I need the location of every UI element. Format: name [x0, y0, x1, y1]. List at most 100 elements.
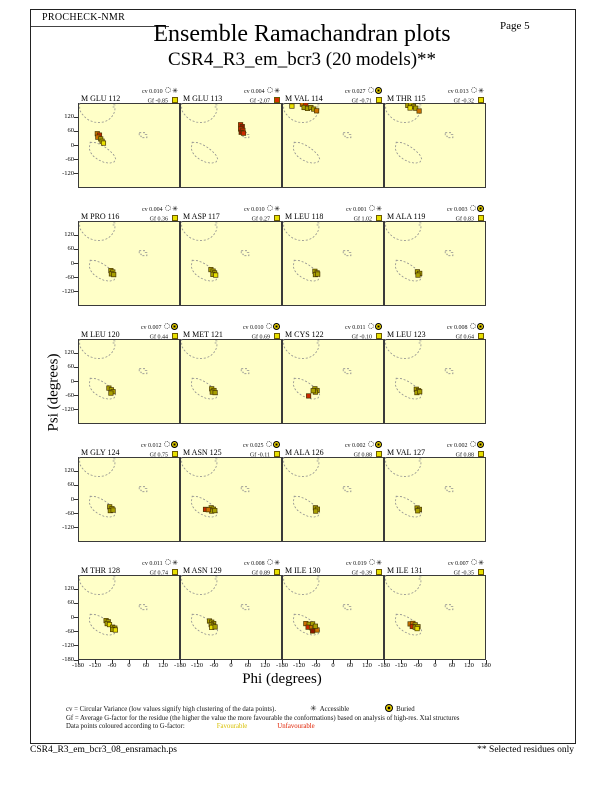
x-tick-mark [281, 660, 283, 664]
y-tick-mark [74, 263, 78, 264]
dotted-circle-icon [267, 559, 274, 565]
gf-square-icon [477, 332, 484, 339]
plot-header: M LEU 118 cv 0.001 ✳ Gf 1.02 [282, 205, 384, 222]
cv-value: cv 0.007 ✳ [447, 559, 484, 567]
gf-value: Gf -0.71 [345, 96, 382, 106]
gf-value: Gf -0.85 [142, 96, 178, 106]
legend-buried-label: Buried [396, 706, 415, 713]
plot-stats: cv 0.012 Gf 0.75 [141, 441, 178, 460]
gf-value: Gf 0.88 [447, 450, 484, 460]
gf-value: Gf -0.35 [448, 568, 484, 578]
y-tick-mark [74, 159, 78, 161]
y-tick-label: 0 [70, 377, 74, 385]
ramachandran-canvas [384, 102, 486, 188]
residue-label: M ASP 117 [183, 212, 220, 221]
gf-square-icon [477, 96, 484, 103]
residue-label: M LEU 123 [387, 330, 426, 339]
dotted-circle-icon [266, 323, 272, 329]
residue-label: M THR 115 [387, 94, 426, 103]
plot-stats: cv 0.010 ✳ Gf 0.27 [244, 205, 280, 224]
x-tick-mark [383, 660, 385, 664]
dotted-circle-icon [368, 323, 374, 329]
x-tick-mark [315, 660, 317, 664]
plot-m-leu-123: M LEU 123 cv 0.008 Gf 0.64 [384, 323, 486, 424]
ramachandran-canvas [78, 457, 180, 542]
ramachandran-canvas [180, 339, 282, 424]
x-tick-label: 180 [481, 662, 491, 669]
x-tick-label: 60 [448, 662, 456, 669]
gf-square-icon [273, 332, 280, 339]
plot-header: M ILE 130 cv 0.019 ✳ Gf -0.39 [282, 559, 384, 578]
x-tick-label: 60 [142, 662, 150, 669]
gf-value: Gf -0.32 [448, 96, 484, 106]
plot-stats: cv 0.007 Gf 0.44 [141, 323, 178, 342]
buried-icon [171, 323, 178, 330]
y-tick-label: -120 [62, 169, 74, 177]
x-tick-mark [417, 660, 419, 664]
plot-header: M ALA 126 cv 0.002 Gf 0.88 [282, 441, 384, 460]
plot-stats: cv 0.010 Gf 0.69 [243, 323, 280, 342]
residue-label: M VAL 127 [387, 448, 426, 457]
x-tick-label: -60 [413, 662, 423, 669]
plot-m-pro-116: M PRO 116 cv 0.004 ✳ Gf 0.36 120 60 0 -60 -120 [62, 205, 180, 306]
ramachandran-canvas [78, 339, 180, 424]
page-subtitle: CSR4_R3_em_bcr3 (20 models)** [167, 49, 437, 70]
accessible-icon: ✳ [376, 559, 382, 567]
plot-stats: cv 0.002 Gf 0.88 [345, 441, 382, 460]
x-tick-mark [94, 660, 96, 664]
ramachandran-canvas [180, 221, 282, 306]
accessible-icon: ✳ [274, 87, 280, 95]
y-tick-label: -120 [62, 287, 74, 295]
y-tick-mark [74, 145, 78, 146]
plot-header: M THR 128 cv 0.011 ✳ Gf 0.74 [78, 559, 180, 576]
x-tick-mark [349, 660, 351, 664]
dotted-circle-icon [471, 87, 478, 93]
x-tick-mark [111, 660, 113, 664]
y-tick-mark [74, 588, 78, 590]
plot-stats: cv 0.002 Gf 0.88 [447, 441, 484, 460]
x-tick-label: -180 [378, 662, 390, 669]
plot-m-ile-131: M ILE 131 cv 0.007 ✳ Gf -0.35 -180 -120 -60 0… [378, 559, 491, 669]
y-tick-mark [74, 248, 78, 250]
page-border [30, 9, 576, 744]
y-tick-label: 120 [64, 231, 74, 239]
dotted-circle-icon [165, 559, 172, 565]
y-tick-label: 120 [64, 467, 74, 475]
x-tick-mark [145, 660, 147, 664]
dotted-circle-icon [266, 441, 272, 447]
accessible-icon: ✳ [376, 205, 382, 213]
gf-square-icon [171, 450, 178, 457]
plot-m-leu-120: M LEU 120 cv 0.007 Gf 0.44 120 60 0 -60 -120 [62, 323, 180, 424]
gf-square-icon [375, 568, 382, 575]
dotted-circle-icon [267, 87, 274, 93]
accessible-icon: ✳ [274, 205, 280, 213]
gf-square-icon [375, 96, 382, 103]
ramachandran-canvas [384, 339, 486, 424]
dotted-circle-icon [165, 87, 172, 93]
gf-square-icon [171, 96, 178, 103]
plot-m-ala-119: M ALA 119 cv 0.003 Gf 0.83 [384, 205, 486, 306]
plot-m-val-127: M VAL 127 cv 0.002 Gf 0.88 [384, 441, 486, 542]
y-tick-mark [74, 381, 78, 382]
legend-cv-row: cv = Circular Variance (low values signi… [66, 704, 552, 715]
y-tick-label: -180 [62, 656, 74, 663]
y-tick-mark [74, 499, 78, 500]
y-tick-label: 0 [70, 613, 74, 621]
x-tick-mark [264, 660, 266, 664]
dotted-circle-icon [164, 441, 170, 447]
plot-header: M VAL 114 cv 0.027 Gf -0.71 [282, 87, 384, 106]
plot-header: M GLU 113 cv 0.004 ✳ Gf -2.07 [180, 87, 282, 104]
gf-square-icon [375, 450, 382, 457]
plot-header: M GLY 124 cv 0.012 Gf 0.75 [78, 441, 180, 460]
y-tick-mark [74, 234, 78, 236]
x-tick-mark [434, 660, 436, 664]
y-tick-mark [74, 513, 78, 515]
y-tick-mark [74, 617, 78, 618]
plot-stats: cv 0.019 ✳ Gf -0.39 [346, 559, 382, 578]
x-tick-label: 0 [331, 662, 335, 669]
y-tick-mark [74, 484, 78, 486]
x-tick-label: 0 [229, 662, 233, 669]
x-tick-mark [247, 660, 249, 664]
ramachandran-canvas [180, 575, 282, 660]
x-tick-mark [485, 660, 487, 664]
